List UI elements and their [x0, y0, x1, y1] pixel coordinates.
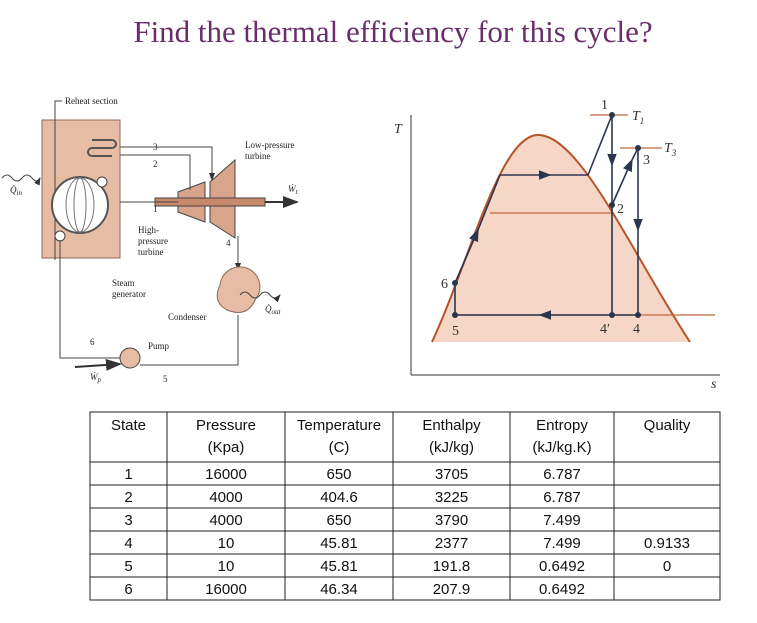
ts-diagram: T s 1 2 3 4′ 4 5 6 T1 T3	[394, 98, 720, 392]
table-cell: 650	[326, 512, 351, 529]
header-cell: State	[111, 417, 146, 434]
q-in: Q̇in	[10, 185, 22, 197]
state-label: 5	[452, 324, 459, 339]
header-cell: (kJ/kg.K)	[532, 439, 591, 456]
table-cell: 191.8	[433, 558, 471, 575]
w-t: Ẇt	[288, 184, 299, 196]
table-cell: 45.81	[320, 535, 358, 552]
table-cell: 404.6	[320, 489, 358, 506]
state-table: State Pressure (Kpa) Temperature (C) Enthalpy…	[89, 411, 721, 601]
state-label: 3	[643, 153, 650, 168]
reheat-label: Reheat section	[65, 96, 118, 106]
state-number: 5	[163, 374, 168, 384]
table-cell: 45.81	[320, 558, 358, 575]
table-cell: 1	[124, 466, 132, 483]
table-cell: 3705	[435, 466, 468, 483]
table-cell: 46.34	[320, 581, 358, 598]
table-cell: 4	[124, 535, 132, 552]
table-cell: 3225	[435, 489, 468, 506]
state-number: 4	[226, 238, 231, 248]
generator-label: generator	[112, 289, 146, 299]
table-cell: 2377	[435, 535, 468, 552]
hp-turbine-label: pressure	[138, 236, 168, 246]
state-number: 1	[153, 204, 158, 214]
table-cell: 650	[326, 466, 351, 483]
table-cell: 10	[218, 535, 235, 552]
table-border	[89, 411, 721, 601]
lp-turbine-label: Low-pressure	[245, 140, 294, 150]
table-cell: 2	[124, 489, 132, 506]
state-label: 4′	[600, 322, 610, 337]
header-cell: Entropy	[536, 417, 588, 434]
table-cell: 207.9	[433, 581, 471, 598]
title: Find the thermal efficiency for this cyc…	[133, 14, 652, 49]
state-number: 6	[90, 337, 95, 347]
header-cell: (C)	[329, 439, 350, 456]
table-cell: 4000	[209, 489, 242, 506]
state-label: 2	[617, 202, 624, 217]
header-cell: (kJ/kg)	[429, 439, 474, 456]
table-cell: 10	[218, 558, 235, 575]
table-cell: 16000	[205, 466, 247, 483]
table-cell: 6	[124, 581, 132, 598]
table-cell: 4000	[209, 512, 242, 529]
table-cell: 7.499	[543, 535, 581, 552]
state-label: 1	[601, 98, 608, 113]
temp-label: T1	[632, 109, 644, 126]
state-label: 4	[633, 322, 640, 337]
table-cell: 6.787	[543, 489, 581, 506]
state-number: 2	[153, 159, 158, 169]
s-axis-label: s	[711, 377, 717, 392]
header-cell: (Kpa)	[208, 439, 245, 456]
header-cell: Quality	[644, 417, 691, 434]
hp-turbine-label: High-	[138, 225, 159, 235]
lp-turbine-label: turbine	[245, 151, 271, 161]
header-cell: Enthalpy	[422, 417, 481, 434]
table-cell: 0.6492	[539, 581, 585, 598]
header-cell: Pressure	[196, 417, 256, 434]
pump-label: Pump	[148, 341, 170, 351]
table-cell: 16000	[205, 581, 247, 598]
q-out: Q̇out	[265, 304, 282, 316]
schematic	[1, 100, 299, 371]
hp-turbine-label: turbine	[138, 247, 164, 257]
table-cell: 5	[124, 558, 132, 575]
table-cell: 7.499	[543, 512, 581, 529]
state-label: 6	[441, 277, 448, 292]
table-cell: 0.9133	[644, 535, 690, 552]
t-axis-label: T	[394, 122, 403, 137]
generator-label: Steam	[112, 278, 135, 288]
table-cell: 3	[124, 512, 132, 529]
table-cell: 0.6492	[539, 558, 585, 575]
table-cell: 3790	[435, 512, 468, 529]
condenser-label: Condenser	[168, 312, 207, 322]
state-number: 3	[153, 142, 158, 152]
w-p: Ẇp	[90, 372, 102, 384]
table-cell: 6.787	[543, 466, 581, 483]
temp-label: T3	[664, 141, 677, 158]
table-cell: 0	[663, 558, 671, 575]
header-cell: Temperature	[297, 417, 381, 434]
